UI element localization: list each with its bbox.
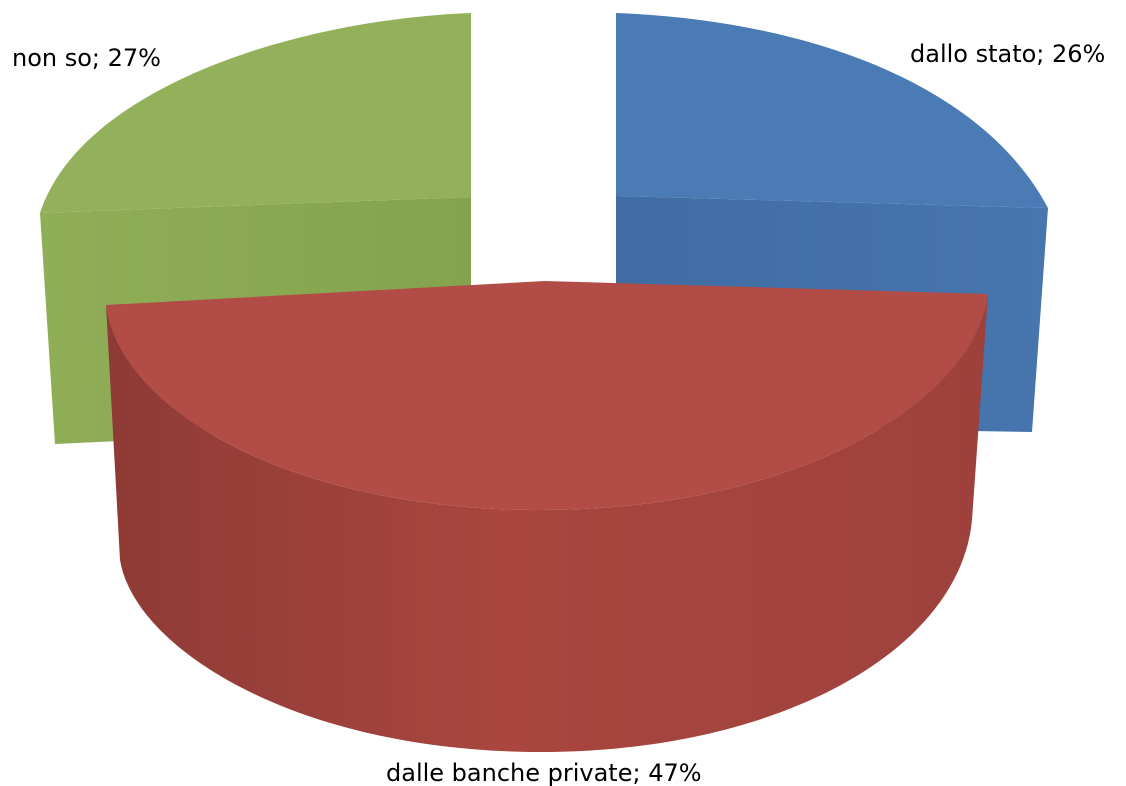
slice-dalle-banche-private-top: [106, 281, 988, 510]
slice-non-so-top: [40, 13, 471, 213]
slice-dalle-banche-private-side: [106, 294, 988, 752]
slice-dallo-stato-top: [616, 13, 1048, 208]
slice-label-dalle-banche-private: dalle banche private; 47%: [386, 759, 702, 786]
slice-label-dallo-stato: dallo stato; 26%: [910, 40, 1105, 68]
slice-dalle-banche-private: [106, 281, 988, 752]
slice-label-non-so: non so; 27%: [12, 44, 161, 72]
